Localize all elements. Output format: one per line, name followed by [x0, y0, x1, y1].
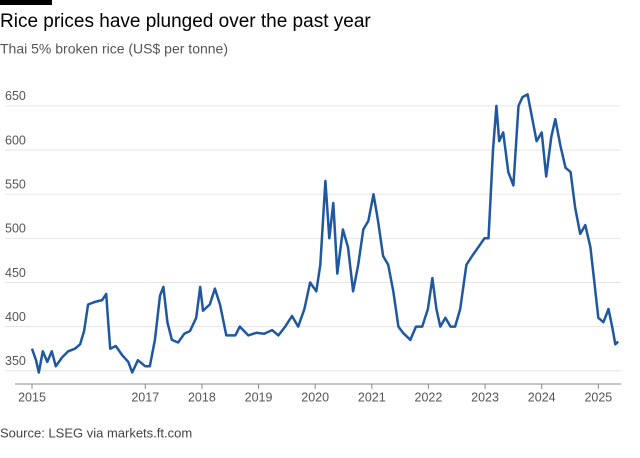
x-tick-label: 2025	[584, 390, 612, 404]
x-tick-label: 2020	[301, 390, 329, 404]
y-tick-label: 450	[5, 266, 26, 280]
x-tick-label: 2023	[471, 390, 499, 404]
chart-title: Rice prices have plunged over the past y…	[0, 11, 371, 32]
x-tick-label: 2015	[18, 390, 46, 404]
x-tick-label: 2019	[245, 390, 273, 404]
x-tick-label: 2022	[415, 390, 443, 404]
x-tick-label: 2017	[131, 390, 159, 404]
y-tick-label: 400	[5, 310, 26, 324]
x-tick-label: 2018	[188, 390, 216, 404]
y-tick-label: 550	[5, 177, 26, 191]
y-tick-label: 500	[5, 222, 26, 236]
x-tick-label: 2024	[528, 390, 556, 404]
y-tick-label: 600	[5, 133, 26, 147]
price-line	[30, 93, 620, 374]
source-note: Source: LSEG via markets.ft.com	[0, 425, 192, 440]
chart-subtitle: Thai 5% broken rice (US$ per tonne)	[0, 41, 228, 57]
y-tick-label: 650	[5, 89, 26, 103]
brand-bar	[0, 0, 52, 5]
x-tick-label: 2021	[358, 390, 386, 404]
y-tick-label: 350	[5, 354, 26, 368]
